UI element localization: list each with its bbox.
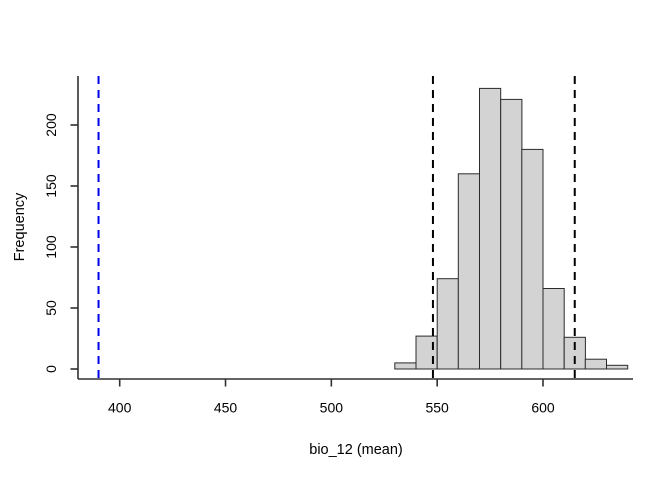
- y-tick-label: 50: [43, 300, 59, 316]
- x-tick-label: 400: [108, 400, 132, 416]
- histogram-bar: [563, 336, 586, 370]
- histogram-bar: [394, 362, 417, 370]
- histogram-bar: [479, 87, 502, 370]
- histogram-bar: [436, 278, 459, 370]
- x-tick-label: 500: [320, 400, 344, 416]
- histogram-bar: [500, 98, 523, 370]
- x-tick-label: 550: [425, 400, 449, 416]
- y-tick-label: 0: [43, 365, 59, 373]
- y-axis-title: Frequency: [12, 192, 28, 261]
- x-tick-label: 600: [531, 400, 555, 416]
- histogram-bar: [584, 358, 607, 370]
- histogram-bar: [415, 335, 438, 370]
- y-tick-label: 200: [43, 113, 59, 137]
- x-tick-label: 450: [214, 400, 238, 416]
- y-tick-label: 150: [43, 174, 59, 198]
- histogram-bar: [521, 148, 544, 370]
- histogram-bar: [542, 288, 565, 370]
- y-tick-label: 100: [43, 235, 59, 259]
- histogram-bar: [606, 364, 629, 370]
- x-axis-title: bio_12 (mean): [309, 442, 403, 458]
- histogram-bar: [457, 173, 480, 370]
